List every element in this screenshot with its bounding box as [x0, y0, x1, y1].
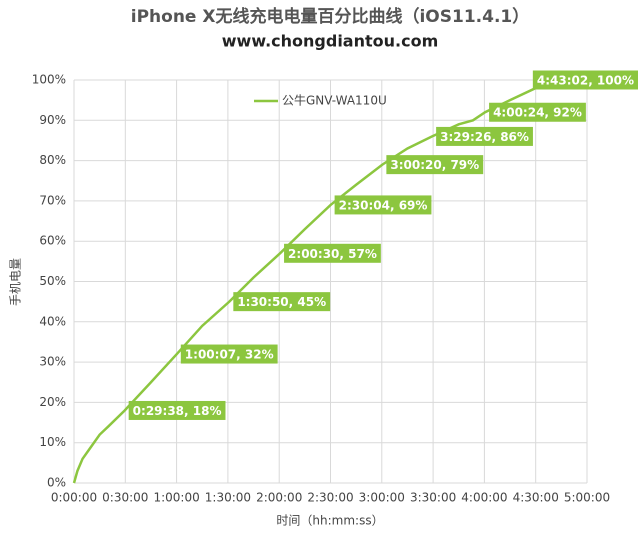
value-label: 2:30:04, 69% — [339, 198, 428, 212]
value-label: 4:00:24, 92% — [493, 106, 582, 120]
value-label-box — [284, 243, 381, 263]
x-tick-label: 4:00:00 — [461, 491, 507, 505]
data-line — [72, 78, 560, 484]
y-tick-label: 80% — [39, 153, 66, 167]
x-tick-label: 1:00:00 — [153, 491, 199, 505]
chart-title: iPhone X无线充电电量百分比曲线（iOS11.4.1） — [131, 6, 529, 27]
y-tick-label: 60% — [39, 234, 66, 248]
y-tick-label: 50% — [39, 274, 66, 288]
x-tick-label: 4:30:00 — [513, 491, 559, 505]
x-tick-label: 3:00:00 — [359, 491, 405, 505]
value-label-box — [532, 70, 638, 90]
value-label: 1:00:07, 32% — [185, 348, 274, 362]
x-tick-label: 1:30:00 — [205, 491, 251, 505]
value-label: 2:00:30, 57% — [288, 247, 377, 261]
x-tick-label: 3:30:00 — [410, 491, 456, 505]
y-axis-label: 手机电量 — [9, 258, 23, 306]
y-tick-label: 20% — [39, 395, 66, 409]
y-tick-label: 70% — [39, 193, 66, 207]
value-label-box — [233, 292, 331, 312]
y-tick-label: 0% — [47, 476, 66, 490]
y-tick-label: 40% — [39, 314, 66, 328]
value-label: 0:29:38, 18% — [133, 404, 222, 418]
x-tick-label: 5:00:00 — [564, 491, 610, 505]
y-tick-label: 30% — [39, 355, 66, 369]
x-axis-label: 时间（hh:mm:ss） — [276, 514, 383, 528]
x-tick-label: 2:30:00 — [307, 491, 353, 505]
y-tick-label: 10% — [39, 435, 66, 449]
value-label: 3:00:20, 79% — [390, 158, 479, 172]
value-label-box — [386, 155, 484, 175]
x-tick-label: 0:00:00 — [51, 491, 97, 505]
value-label-box — [334, 195, 432, 215]
value-label: 3:29:26, 86% — [440, 130, 529, 144]
value-label-box — [489, 102, 586, 122]
value-label: 1:30:50, 45% — [237, 295, 326, 309]
x-tick-label: 0:30:00 — [102, 491, 148, 505]
x-tick-label: 2:00:00 — [256, 491, 302, 505]
y-tick-label: 100% — [32, 73, 66, 87]
value-label-box — [128, 400, 226, 420]
chart-subtitle: www.chongdiantou.com — [222, 32, 439, 51]
y-tick-label: 90% — [39, 113, 66, 127]
value-label: 4:43:02, 100% — [537, 74, 634, 88]
legend-label: 公牛GNV-WA110U — [282, 93, 387, 108]
value-label-box — [180, 344, 278, 364]
value-label-box — [436, 126, 533, 146]
